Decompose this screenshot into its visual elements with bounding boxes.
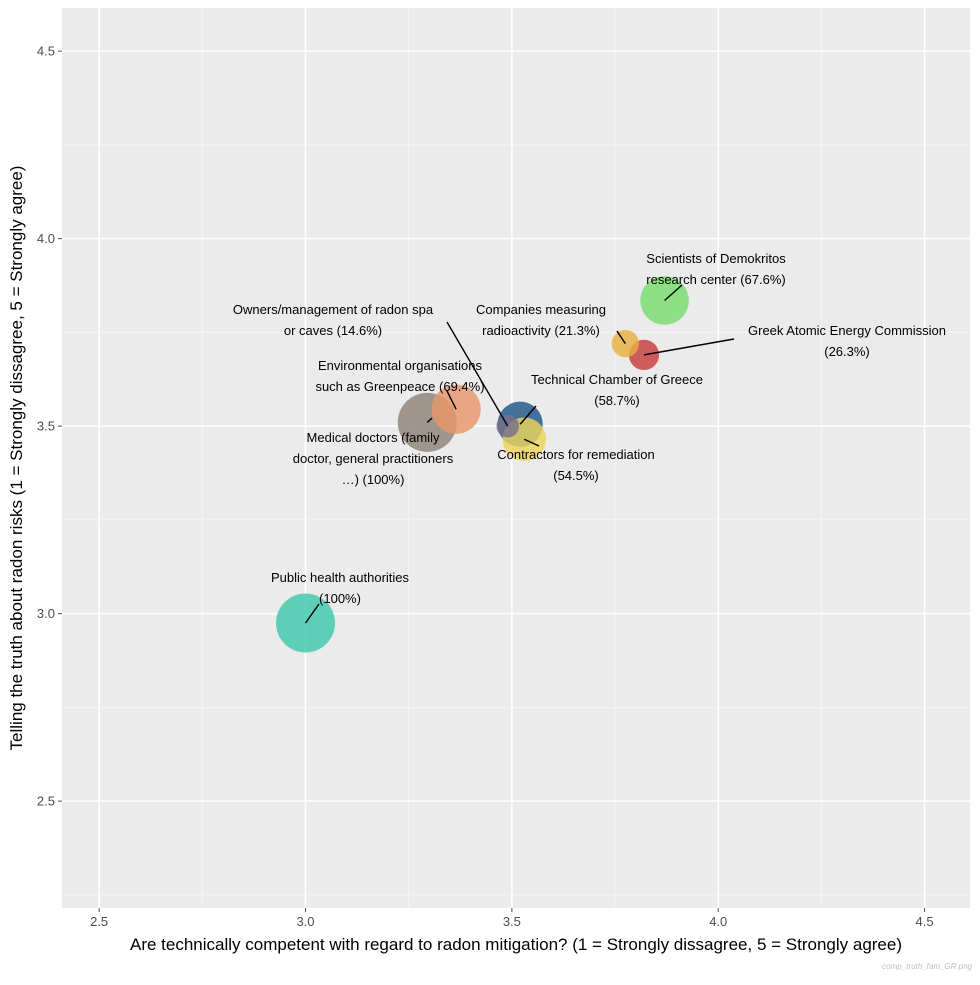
point-label-line: Contractors for remediation xyxy=(497,447,655,462)
x-axis-ticks: 2.5 3.0 3.5 4.0 4.5 xyxy=(90,908,934,929)
x-tick-label: 4.0 xyxy=(709,914,727,929)
x-tick-label: 4.5 xyxy=(916,914,934,929)
point-label-line: Public health authorities xyxy=(271,570,410,585)
leader-line xyxy=(523,438,540,447)
y-tick-label: 3.0 xyxy=(37,606,55,621)
leader-line xyxy=(616,330,626,345)
leader-line xyxy=(664,284,683,302)
point-label-line: (26.3%) xyxy=(824,344,870,359)
leader-line xyxy=(519,405,537,425)
point-label-line: Medical doctors (family xyxy=(307,430,440,445)
point-label-line: doctor, general practitioners xyxy=(293,451,454,466)
x-tick-label: 2.5 xyxy=(90,914,108,929)
x-tick-label: 3.5 xyxy=(503,914,521,929)
leader-line xyxy=(643,338,735,356)
point-label-line: research center (67.6%) xyxy=(646,272,785,287)
y-tick-label: 4.0 xyxy=(37,231,55,246)
point-label-line: Owners/management of radon spa xyxy=(233,302,434,317)
y-tick-label: 3.5 xyxy=(37,419,55,434)
point-label-line: radioactivity (21.3%) xyxy=(482,323,600,338)
image-credit: comp_truth_fam_GR.png xyxy=(882,962,972,971)
y-axis-ticks: 2.5 3.0 3.5 4.0 4.5 xyxy=(37,44,62,809)
x-axis-title: Are technically competent with regard to… xyxy=(130,935,902,954)
x-tick-label: 3.0 xyxy=(296,914,314,929)
leader-line xyxy=(304,603,320,624)
point-label-line: (54.5%) xyxy=(553,468,599,483)
y-axis-title: Telling the truth about radon risks (1 =… xyxy=(7,166,26,751)
y-tick-label: 2.5 xyxy=(37,794,55,809)
leader-line xyxy=(446,321,509,427)
minor-gridlines xyxy=(62,8,970,908)
point-labels: Public health authorities (100%) Medical d… xyxy=(233,251,946,606)
point-label-line: or caves (14.6%) xyxy=(284,323,382,338)
point-label-line: Scientists of Demokritos xyxy=(646,251,786,266)
point-label-line: …) (100%) xyxy=(342,472,405,487)
major-gridlines xyxy=(62,8,970,908)
point-label-line: Technical Chamber of Greece xyxy=(531,372,703,387)
point-label-line: Environmental organisations xyxy=(318,358,483,373)
point-label-line: (58.7%) xyxy=(594,393,640,408)
label-leader-lines xyxy=(304,284,735,624)
point-label-line: Greek Atomic Energy Commission xyxy=(748,323,946,338)
y-tick-label: 4.5 xyxy=(37,44,55,59)
leader-line xyxy=(446,390,457,410)
point-label-line: Companies measuring xyxy=(476,302,606,317)
point-label-line: (100%) xyxy=(319,591,361,606)
point-label-line: such as Greenpeace (69.4%) xyxy=(315,379,484,394)
leader-line xyxy=(426,417,433,423)
